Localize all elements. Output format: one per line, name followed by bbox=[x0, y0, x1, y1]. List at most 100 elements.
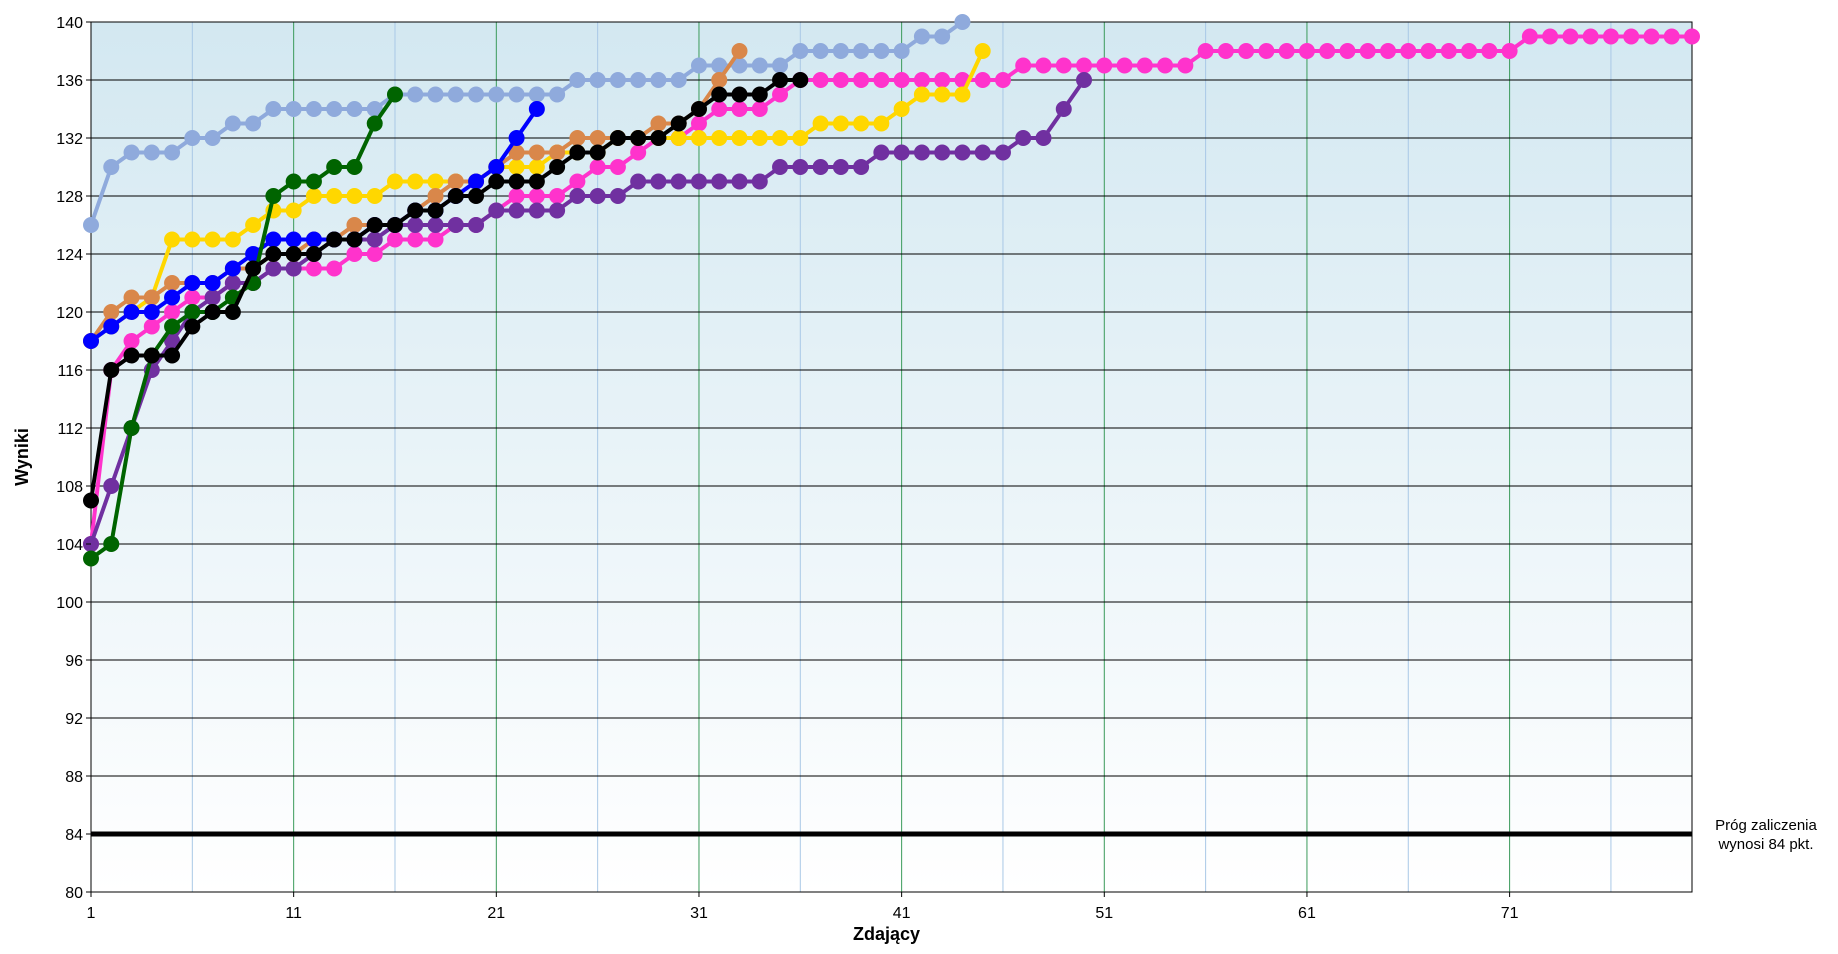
data-point bbox=[650, 130, 667, 146]
data-point bbox=[974, 144, 991, 161]
data-point bbox=[954, 144, 971, 161]
data-point bbox=[934, 144, 951, 161]
data-point bbox=[954, 86, 971, 103]
data-point bbox=[650, 173, 667, 190]
data-point bbox=[630, 144, 647, 161]
data-point bbox=[184, 231, 201, 248]
data-point bbox=[1278, 43, 1295, 59]
data-point bbox=[731, 57, 748, 74]
data-point bbox=[488, 202, 505, 219]
x-tick-label: 1 bbox=[87, 905, 96, 922]
data-point bbox=[832, 115, 849, 132]
data-point bbox=[305, 246, 322, 262]
data-point bbox=[1319, 43, 1336, 59]
threshold-label-line1: Próg zaliczenia bbox=[1715, 817, 1817, 834]
data-point bbox=[670, 115, 687, 132]
data-point bbox=[285, 260, 302, 277]
data-point bbox=[184, 289, 201, 306]
data-point bbox=[853, 159, 870, 175]
data-point bbox=[103, 536, 120, 552]
data-point bbox=[184, 318, 201, 335]
data-point bbox=[1440, 43, 1457, 59]
data-point bbox=[1663, 28, 1680, 45]
data-point bbox=[204, 289, 221, 306]
data-point bbox=[589, 144, 606, 161]
data-point bbox=[549, 86, 566, 103]
data-point bbox=[285, 231, 302, 248]
data-point bbox=[224, 231, 241, 248]
data-point bbox=[326, 231, 343, 248]
data-point bbox=[1136, 57, 1153, 74]
data-point bbox=[366, 115, 383, 132]
data-point bbox=[711, 57, 728, 74]
data-point bbox=[954, 14, 971, 30]
data-point bbox=[1157, 57, 1174, 74]
data-point bbox=[873, 115, 890, 132]
y-tick-label: 136 bbox=[56, 73, 83, 90]
data-point bbox=[468, 86, 485, 103]
data-point bbox=[711, 86, 728, 103]
data-point bbox=[184, 130, 201, 146]
y-tick-label: 80 bbox=[65, 885, 83, 902]
data-point bbox=[589, 188, 606, 204]
data-point bbox=[893, 43, 910, 59]
data-point bbox=[1400, 43, 1417, 59]
data-point bbox=[853, 115, 870, 132]
data-point bbox=[549, 188, 566, 204]
y-axis-title: Wyniki bbox=[12, 428, 32, 486]
data-point bbox=[812, 43, 829, 59]
data-point bbox=[407, 217, 424, 233]
data-point bbox=[224, 260, 241, 277]
data-point bbox=[1562, 28, 1579, 45]
data-point bbox=[427, 86, 444, 103]
data-point bbox=[731, 101, 748, 117]
data-point bbox=[224, 275, 241, 291]
data-point bbox=[670, 173, 687, 190]
data-point bbox=[103, 478, 120, 494]
data-point bbox=[731, 130, 748, 146]
data-point bbox=[508, 173, 525, 190]
data-point bbox=[103, 159, 120, 175]
data-point bbox=[103, 304, 120, 320]
threshold: Próg zaliczenia wynosi 84 pkt. bbox=[91, 817, 1818, 853]
data-point bbox=[690, 130, 707, 146]
x-tick-label: 61 bbox=[1298, 905, 1316, 922]
data-point bbox=[609, 72, 626, 88]
data-point bbox=[1096, 57, 1113, 74]
data-point bbox=[1602, 28, 1619, 45]
data-point bbox=[407, 86, 424, 103]
y-axis-ticks: 80 84 88 92 96 100 104 108 112 116 120 124 128 132 136… bbox=[56, 15, 91, 902]
data-point bbox=[1015, 57, 1032, 74]
data-point bbox=[285, 246, 302, 262]
data-point bbox=[123, 304, 140, 320]
y-tick-label: 132 bbox=[56, 131, 83, 148]
data-point bbox=[609, 188, 626, 204]
data-point bbox=[772, 159, 789, 175]
data-point bbox=[285, 173, 302, 190]
data-point bbox=[1258, 43, 1275, 59]
data-point bbox=[103, 362, 120, 378]
data-point bbox=[224, 115, 241, 132]
data-point bbox=[427, 173, 444, 190]
data-point bbox=[305, 188, 322, 204]
data-point bbox=[873, 43, 890, 59]
data-point bbox=[204, 130, 221, 146]
data-point bbox=[1015, 130, 1032, 146]
data-point bbox=[386, 86, 403, 103]
data-point bbox=[1359, 43, 1376, 59]
data-point bbox=[508, 130, 525, 146]
data-point bbox=[670, 130, 687, 146]
data-point bbox=[772, 86, 789, 103]
data-point bbox=[812, 159, 829, 175]
data-point bbox=[630, 130, 647, 146]
data-point bbox=[1076, 72, 1093, 88]
data-point bbox=[285, 101, 302, 117]
x-tick-label: 11 bbox=[285, 905, 302, 922]
data-point bbox=[245, 260, 262, 277]
data-point bbox=[123, 144, 140, 161]
data-point bbox=[164, 289, 181, 306]
data-point bbox=[772, 57, 789, 74]
x-axis-title: Zdający bbox=[853, 924, 920, 944]
data-point bbox=[873, 72, 890, 88]
